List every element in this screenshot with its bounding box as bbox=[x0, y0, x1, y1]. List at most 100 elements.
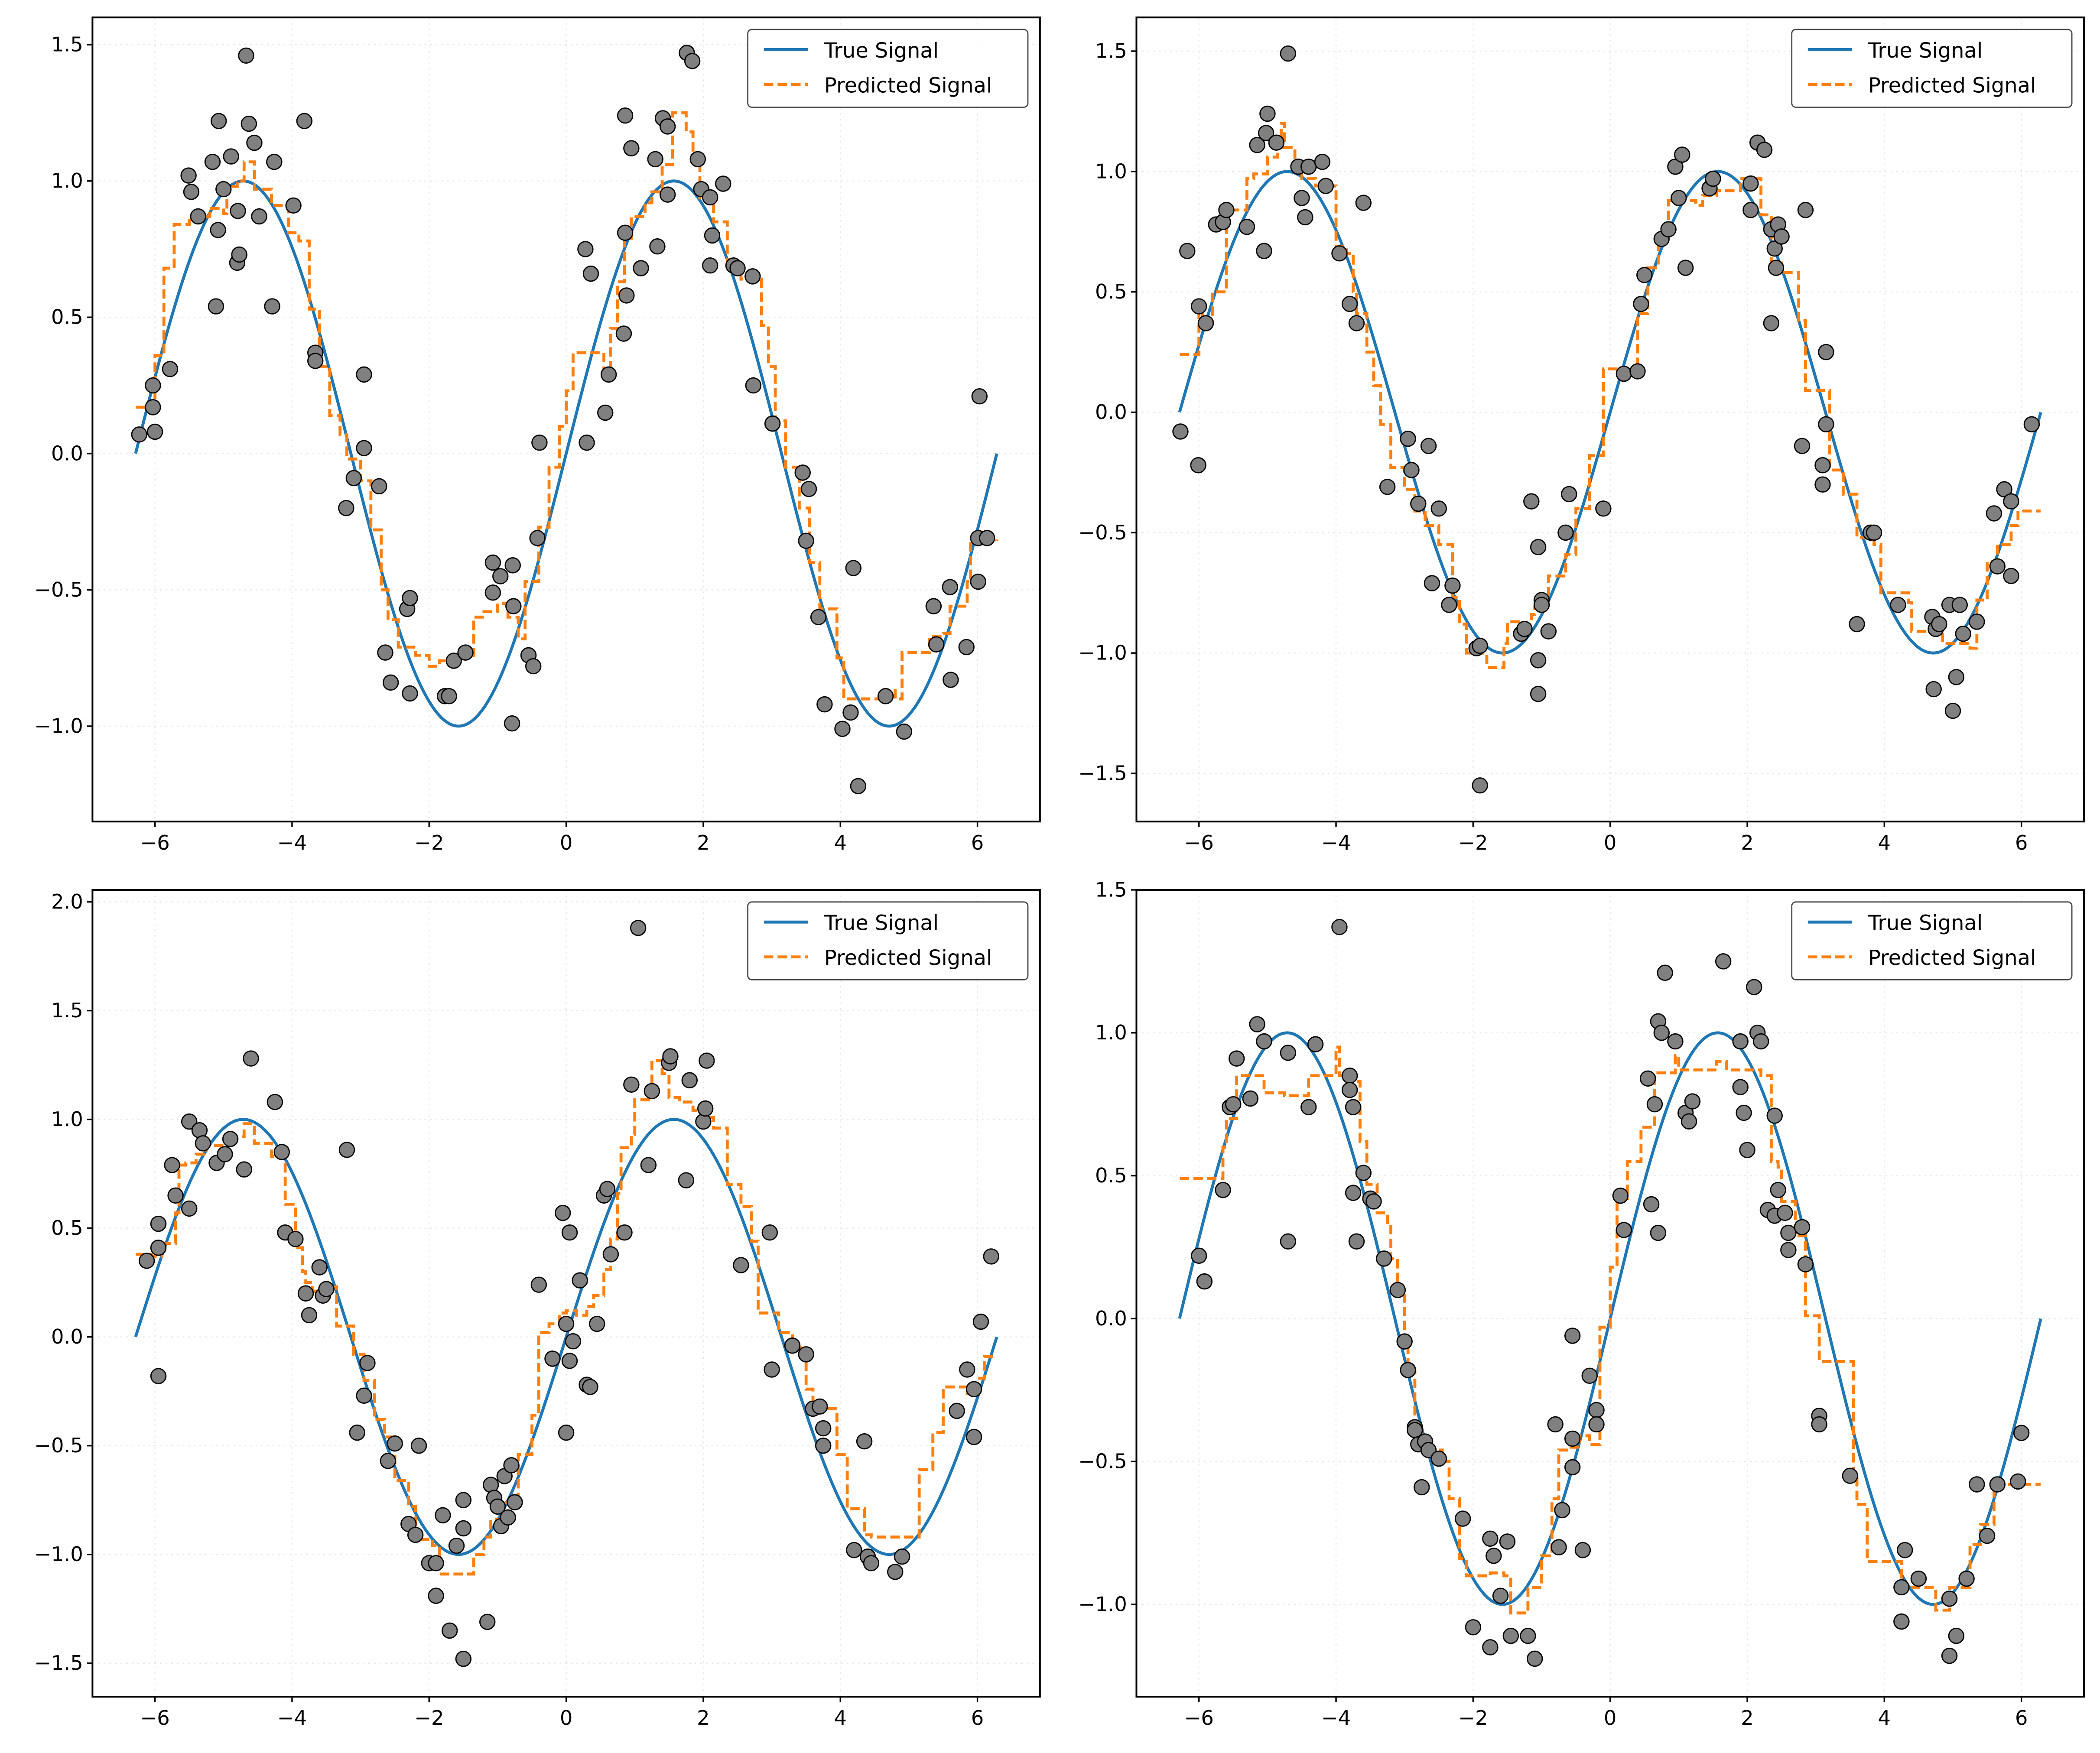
scatter-point bbox=[1653, 1025, 1670, 1041]
subplot-grid: −6 −4 −2 0 2 4 6 −1.0 −0.5 0.0 0.5 1.0 1.5 True Signa… bbox=[34, 16, 2085, 1730]
scatter-point bbox=[1756, 142, 1773, 158]
scatter-point bbox=[150, 1240, 167, 1256]
scatter-point bbox=[1941, 1648, 1958, 1664]
x-tick-label: −4 bbox=[277, 1706, 307, 1730]
scatter-point bbox=[1547, 1416, 1564, 1433]
scatter-point bbox=[894, 1548, 910, 1565]
scatter-point bbox=[1616, 365, 1632, 382]
scatter-point bbox=[1389, 1282, 1406, 1299]
scatter-point bbox=[579, 434, 595, 451]
scatter-point bbox=[1674, 146, 1690, 163]
scatter-point bbox=[565, 1333, 582, 1350]
scatter-point bbox=[1256, 1033, 1272, 1050]
scatter-point bbox=[387, 1435, 403, 1452]
scatter-point bbox=[702, 257, 718, 274]
scatter-point bbox=[699, 1052, 715, 1069]
x-tick-label: 6 bbox=[2015, 831, 2028, 854]
scatter-point bbox=[1225, 1096, 1242, 1113]
scatter-point bbox=[1179, 243, 1196, 259]
scatter-point bbox=[1465, 1619, 1482, 1636]
scatter-point bbox=[377, 644, 393, 661]
scatter-point bbox=[217, 1146, 233, 1162]
scatter-point bbox=[1502, 1627, 1519, 1644]
legend: True Signal Predicted Signal bbox=[747, 901, 1029, 980]
scatter-point bbox=[942, 579, 959, 595]
scatter-points bbox=[1190, 919, 2030, 1667]
legend-box bbox=[1791, 901, 2073, 980]
scatter-point bbox=[1482, 1639, 1499, 1656]
scatter-point bbox=[1196, 1273, 1213, 1290]
scatter-point bbox=[2010, 1473, 2026, 1490]
scatter-point bbox=[1348, 315, 1365, 331]
scatter-point bbox=[633, 260, 649, 276]
scatter-point bbox=[402, 590, 418, 606]
x-tick-label: −2 bbox=[414, 1706, 444, 1730]
scatter-point bbox=[925, 598, 942, 614]
scatter-point bbox=[267, 1094, 283, 1110]
y-tick-label: −1.0 bbox=[1078, 1592, 1127, 1616]
scatter-point bbox=[630, 920, 647, 936]
scatter-point bbox=[1526, 1650, 1543, 1667]
scatter-point bbox=[972, 1313, 989, 1330]
subplot-top-right: −6 −4 −2 0 2 4 6 −1.5 −1.0 −0.5 0.0 0.5 1.0 1.5 True S… bbox=[1078, 16, 2085, 854]
scatter-point bbox=[1732, 1079, 1749, 1095]
scatter-point bbox=[455, 1651, 472, 1667]
scatter-point bbox=[1486, 1548, 1502, 1564]
scatter-point bbox=[1814, 476, 1831, 493]
scatter-point bbox=[208, 298, 224, 315]
scatter-point bbox=[1396, 1333, 1413, 1350]
x-tick-label: −6 bbox=[140, 831, 169, 854]
scatter-point bbox=[1331, 919, 1348, 935]
x-tick-label: 0 bbox=[1604, 1706, 1617, 1730]
scatter-point bbox=[1379, 479, 1396, 495]
scatter-point bbox=[1969, 614, 1985, 630]
scatter-point bbox=[1643, 1196, 1660, 1213]
scatter-point bbox=[949, 1402, 965, 1419]
scatter-point bbox=[1280, 1045, 1297, 1061]
scatter-points bbox=[138, 920, 999, 1667]
scatter-point bbox=[615, 325, 632, 342]
scatter-point bbox=[230, 203, 246, 219]
scatter-point bbox=[442, 1622, 458, 1639]
x-tick-label: −2 bbox=[1458, 1706, 1488, 1730]
scatter-point bbox=[1420, 438, 1437, 454]
scatter-point bbox=[531, 434, 548, 451]
scatter-point bbox=[504, 557, 521, 574]
scatter-point bbox=[640, 1157, 657, 1173]
y-tick-label: −0.5 bbox=[34, 1434, 83, 1457]
scatter-point bbox=[764, 1361, 780, 1378]
scatter-point bbox=[243, 1050, 259, 1067]
subplot-top-left: −6 −4 −2 0 2 4 6 −1.0 −0.5 0.0 0.5 1.0 1.5 True Signa… bbox=[34, 16, 1041, 854]
scatter-point bbox=[1893, 1613, 1910, 1630]
scatter-point bbox=[338, 500, 354, 516]
scatter-point bbox=[1482, 1530, 1499, 1547]
scatter-point bbox=[965, 1428, 982, 1445]
scatter-point bbox=[1671, 190, 1687, 206]
scatter-point bbox=[1341, 1067, 1358, 1084]
scatter-point bbox=[1770, 1182, 1786, 1198]
scatter-point bbox=[382, 674, 399, 691]
scatter-point bbox=[180, 167, 197, 184]
scatter-point bbox=[1348, 1233, 1365, 1250]
scatter-point bbox=[599, 1181, 616, 1197]
x-tick-label: −4 bbox=[277, 831, 307, 854]
scatter-point bbox=[1314, 153, 1331, 170]
scatter-point bbox=[1523, 493, 1540, 510]
scatter-point bbox=[561, 1353, 578, 1369]
scatter-point bbox=[1814, 457, 1831, 474]
scatter-point bbox=[1430, 500, 1447, 517]
scatter-point bbox=[589, 1315, 605, 1332]
y-tick-label: −0.5 bbox=[1078, 521, 1127, 544]
scatter-point bbox=[1955, 626, 1971, 642]
scatter-point bbox=[1215, 1182, 1231, 1198]
scatter-point bbox=[1355, 1165, 1372, 1181]
scatter-point bbox=[1849, 616, 1865, 633]
legend-predicted-signal-label: Predicted Signal bbox=[824, 946, 992, 970]
scatter-point bbox=[1472, 637, 1488, 654]
scatter-point bbox=[1249, 137, 1265, 153]
plot-area bbox=[1178, 919, 2042, 1667]
scatter-point bbox=[1345, 1099, 1362, 1115]
scatter-point bbox=[784, 1337, 801, 1354]
scatter-point bbox=[2013, 1425, 2030, 1441]
true-signal-line bbox=[1178, 170, 2042, 655]
